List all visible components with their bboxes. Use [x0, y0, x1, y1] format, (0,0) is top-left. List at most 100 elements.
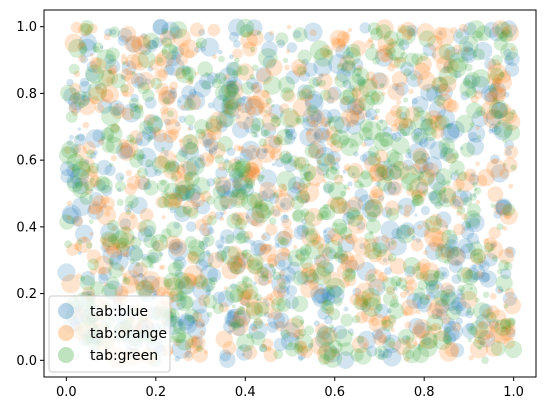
scatter-point	[236, 333, 255, 352]
scatter-point	[495, 285, 504, 294]
scatter-point	[443, 197, 449, 204]
scatter-point	[399, 128, 405, 134]
scatter-point	[465, 86, 477, 99]
scatter-point	[160, 146, 166, 152]
scatter-point	[343, 184, 349, 190]
scatter-point	[335, 44, 351, 59]
scatter-point	[317, 325, 332, 340]
scatter-point	[395, 277, 408, 289]
scatter-point	[361, 141, 367, 148]
scatter-point	[258, 274, 269, 286]
scatter-point	[101, 232, 121, 252]
scatter-point	[236, 230, 250, 244]
scatter-point	[66, 78, 74, 87]
scatter-point	[490, 102, 508, 119]
scatter-point	[77, 133, 85, 142]
scatter-point	[368, 313, 388, 333]
scatter-point	[158, 265, 163, 270]
scatter-point	[293, 343, 304, 354]
scatter-point	[372, 56, 381, 65]
scatter-point	[188, 124, 194, 131]
scatter-point	[220, 80, 238, 98]
scatter-point	[224, 81, 244, 101]
scatter-point	[333, 252, 341, 260]
scatter-point	[426, 325, 433, 333]
scatter-point	[144, 78, 152, 85]
scatter-point	[271, 103, 275, 108]
scatter-point	[157, 289, 161, 293]
scatter-point	[137, 177, 151, 191]
scatter-point	[260, 343, 266, 349]
scatter-point	[503, 124, 521, 141]
scatter-point	[184, 336, 202, 354]
scatter-point	[83, 159, 90, 165]
scatter-point	[330, 139, 343, 153]
scatter-point	[483, 252, 498, 267]
scatter-point	[422, 269, 440, 286]
scatter-point	[231, 304, 236, 308]
scatter-point	[57, 263, 76, 282]
scatter-point	[203, 294, 218, 309]
scatter-point	[434, 269, 439, 273]
scatter-point	[342, 81, 346, 85]
scatter-point	[487, 63, 507, 83]
scatter-point	[304, 325, 314, 336]
scatter-point	[138, 219, 157, 238]
scatter-point	[77, 127, 82, 131]
scatter-point	[370, 43, 376, 49]
scatter-point	[442, 189, 447, 193]
scatter-point	[245, 166, 257, 178]
scatter-point	[115, 172, 125, 182]
scatter-point	[280, 332, 300, 351]
scatter-point	[474, 297, 480, 303]
scatter-point	[333, 296, 343, 307]
scatter-point	[358, 127, 373, 141]
scatter-point	[70, 143, 81, 154]
scatter-point	[261, 271, 270, 279]
scatter-point	[435, 284, 441, 290]
scatter-point	[411, 194, 423, 206]
scatter-point	[472, 193, 477, 197]
scatter-point	[201, 132, 215, 146]
scatter-point	[261, 274, 269, 282]
scatter-point	[495, 319, 500, 323]
scatter-point	[386, 286, 396, 296]
scatter-point	[428, 236, 445, 252]
scatter-point	[249, 240, 256, 246]
scatter-point	[246, 95, 252, 101]
scatter-point	[352, 287, 362, 297]
scatter-point	[466, 232, 479, 245]
scatter-point	[265, 346, 272, 352]
scatter-point	[227, 309, 239, 321]
scatter-point	[348, 85, 356, 92]
scatter-point	[339, 135, 350, 146]
scatter-point	[466, 137, 485, 156]
scatter-point	[278, 281, 287, 290]
scatter-point	[79, 77, 89, 87]
scatter-point	[279, 197, 292, 211]
scatter-point	[249, 74, 256, 80]
scatter-point	[272, 271, 282, 281]
scatter-point	[382, 348, 393, 359]
scatter-point	[338, 130, 343, 135]
scatter-point	[160, 37, 167, 44]
scatter-point	[402, 311, 409, 317]
scatter-point	[217, 136, 234, 152]
scatter-point	[271, 162, 276, 167]
scatter-point	[398, 204, 404, 210]
scatter-point	[272, 208, 281, 217]
scatter-point	[115, 237, 131, 252]
scatter-point	[163, 278, 173, 288]
scatter-point	[431, 76, 448, 94]
scatter-point	[404, 52, 420, 67]
scatter-point	[163, 129, 177, 144]
scatter-point	[460, 142, 476, 158]
scatter-point	[161, 43, 179, 60]
scatter-point	[212, 176, 222, 185]
scatter-point	[491, 85, 507, 101]
scatter-point	[266, 293, 274, 301]
scatter-point	[220, 97, 238, 115]
scatter-point	[406, 292, 423, 309]
scatter-point	[185, 156, 205, 176]
scatter-point	[449, 160, 465, 176]
